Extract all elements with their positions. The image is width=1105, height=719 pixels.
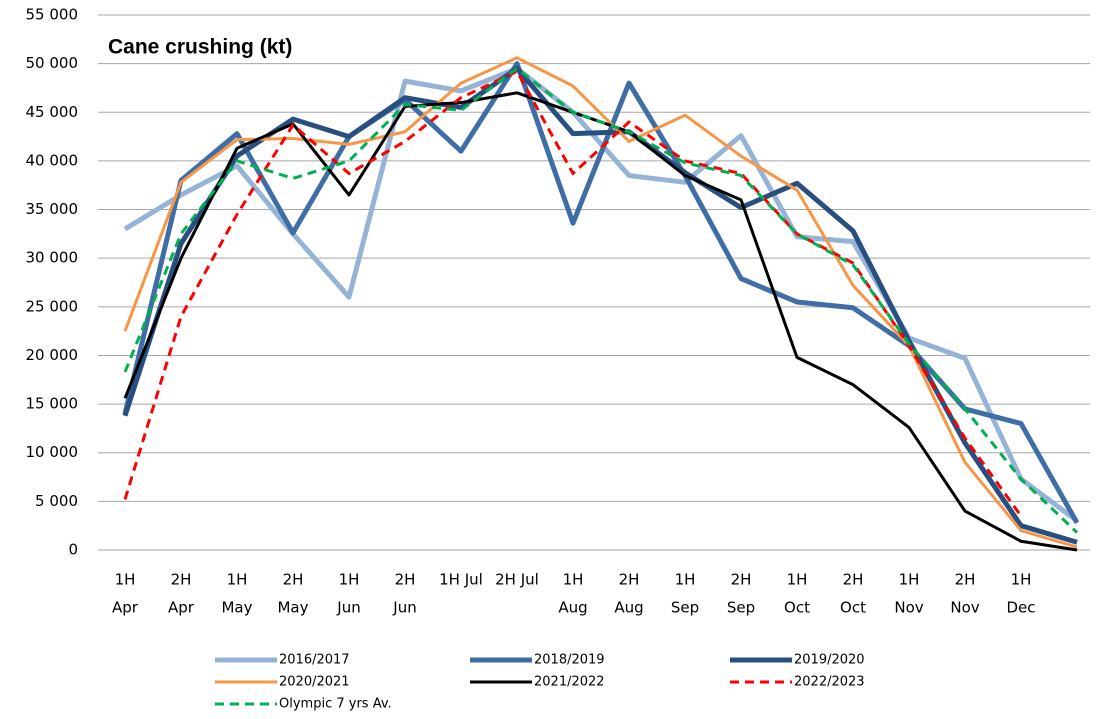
x-tick-label: Aug xyxy=(614,599,643,617)
x-tick-label: 1H xyxy=(675,571,696,589)
x-tick-label: Dec xyxy=(1006,599,1035,617)
legend-label: 2020/2021 xyxy=(279,675,350,690)
x-tick-label: Nov xyxy=(894,599,923,617)
x-tick-label: Oct xyxy=(840,599,866,617)
x-tick-label: 1H xyxy=(899,571,920,589)
y-tick-label: 50 000 xyxy=(26,54,79,72)
series-line xyxy=(123,69,1023,517)
series-line xyxy=(122,66,1078,545)
x-tick-label: 1H xyxy=(787,571,808,589)
x-tick-label: 2H xyxy=(843,571,864,589)
y-tick-label: 55 000 xyxy=(26,6,79,24)
y-tick-label: 20 000 xyxy=(26,346,79,364)
x-tick-label: 2H xyxy=(283,571,304,589)
y-tick-label: 10 000 xyxy=(26,443,79,461)
x-tick-label: 2H xyxy=(955,571,976,589)
legend-label: 2022/2023 xyxy=(794,675,865,690)
x-tick-label: 2H xyxy=(619,571,640,589)
x-tick-label: Apr xyxy=(112,599,139,617)
x-tick-label: 1H xyxy=(227,571,248,589)
x-tick-label: Sep xyxy=(671,599,699,617)
y-tick-label: 25 000 xyxy=(26,297,79,315)
x-tick-label: 1H xyxy=(1011,571,1032,589)
x-tick-label: May xyxy=(221,599,252,617)
x-tick-label: Jun xyxy=(336,599,360,617)
legend-label: 2021/2022 xyxy=(534,675,605,690)
x-tick-label: Aug xyxy=(558,599,587,617)
legend-label: 2019/2020 xyxy=(794,653,865,668)
x-tick-label: May xyxy=(277,599,308,617)
y-tick-label: 35 000 xyxy=(26,200,79,218)
legend-label: 2018/2019 xyxy=(534,653,605,668)
y-tick-label: 0 xyxy=(68,541,78,559)
x-tick-label: Nov xyxy=(950,599,979,617)
y-tick-label: 5 000 xyxy=(35,492,78,510)
y-tick-label: 40 000 xyxy=(26,151,79,169)
x-tick-label: 2H Jul xyxy=(495,571,539,589)
x-tick-label: 1H xyxy=(339,571,360,589)
x-tick-label: 2H xyxy=(731,571,752,589)
x-tick-label: 1H xyxy=(115,571,136,589)
x-tick-label: 2H xyxy=(171,571,192,589)
series-line xyxy=(123,67,1079,534)
x-tick-label: 1H Jul xyxy=(439,571,483,589)
x-tick-label: Apr xyxy=(168,599,195,617)
y-tick-label: 15 000 xyxy=(26,395,79,413)
x-tick-label: Sep xyxy=(727,599,755,617)
x-tick-label: 1H xyxy=(563,571,584,589)
legend-label: 2016/2017 xyxy=(279,653,350,668)
x-tick-label: Jun xyxy=(392,599,416,617)
y-tick-label: 30 000 xyxy=(26,249,79,267)
legend-label: Olympic 7 yrs Av. xyxy=(279,697,392,712)
x-tick-label: 2H xyxy=(395,571,416,589)
y-tick-label: 45 000 xyxy=(26,103,79,121)
chart-title: Cane crushing (kt) xyxy=(108,36,292,59)
series-line xyxy=(123,66,1079,523)
x-tick-label: Oct xyxy=(784,599,810,617)
